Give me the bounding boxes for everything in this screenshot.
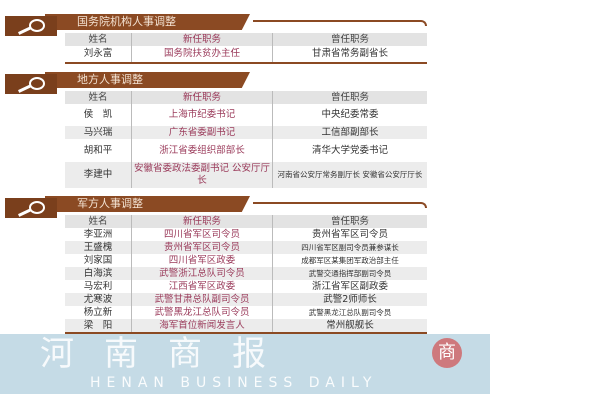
personnel-table: 姓名 新任职务 曾任职务刘永富 国务院扶贫办主任 甘肃省常务副省长 [65,33,427,64]
former-post-cell: 常州舰舰长 [272,319,427,333]
former-post-cell: 四川省军区副司令员兼参谋长 [272,241,427,254]
magnifier-icon [5,16,57,36]
watermark: 河南商报 HENAN BUSINESS DAILY 商 [0,334,490,394]
infographic: 国务院机构人事调整 姓名 新任职务 曾任职务 刘永富 国务院扶贫办主任 甘肃省常务副省长 … [5,14,430,342]
watermark-text: 河南商报 [40,334,296,374]
name-cell: 王盛槐 [65,241,132,254]
former-post-cell: 甘肃省常务副省长 [272,46,427,63]
former-post-cell: 河南省公安厅常务副厅长 安徽省公安厅厅长 [272,162,427,188]
new-post-cell: 广东省委副书记 [131,126,273,139]
name-cell: 刘永富 [83,48,113,59]
former-post-cell: 武警2师师长 [272,293,427,306]
table-row: 马兴瑞 广东省委副书记 工信部副部长 [65,126,427,139]
table-header: 姓名 新任职务 曾任职务 [65,33,427,46]
new-post-cell: 四川省军区司令员 [131,228,273,241]
new-post-cell: 武警黑龙江总队司令员 [131,306,273,319]
former-post-cell: 成都军区某集团军政治部主任 [272,254,427,267]
new-post-cell: 四川省军区政委 [131,254,273,267]
name-cell: 胡和平 [83,144,113,156]
column-header: 曾任职务 [272,215,427,228]
section-0: 国务院机构人事调整 姓名 新任职务 曾任职务刘永富 国务院扶贫办主任 甘肃省常务副省长 [5,14,430,64]
column-header: 姓名 [65,215,132,228]
new-post-cell: 武警浙江总队司令员 [131,267,273,280]
name-cell: 梁 阳 [65,319,132,333]
section-1: 地方人事调整 姓名 新任职务 曾任职务侯 凯上海市纪委书记 中央纪委常委 马兴瑞 广东省委… [5,72,430,188]
new-post-cell: 贵州省军区司令员 [131,241,273,254]
section-2: 军方人事调整 姓名 新任职务 曾任职务 李亚洲 四川省军区司令员 贵州省军区司令员 王盛槐贵… [5,196,430,334]
name-cell: 马宏利 [83,280,113,292]
column-header: 新任职务 [131,91,273,104]
table-row: 刘永富 国务院扶贫办主任 甘肃省常务副省长 [65,46,427,63]
new-post-cell: 武警甘肃总队副司令员 [131,293,273,306]
column-header: 姓名 [65,33,132,46]
section-title: 国务院机构人事调整 [45,14,250,30]
watermark-english: HENAN BUSINESS DAILY [90,375,378,391]
former-post-cell: 中央纪委常委 [272,104,427,126]
table-row: 侯 凯 上海市纪委书记 中央纪委常委 [65,104,427,126]
table-row: 梁 阳海军首位新闻发言人 常州舰舰长 [65,319,427,333]
name-cell: 李建中 [65,162,132,188]
name-cell: 白海滨 [65,267,132,280]
table-row: 王盛槐 贵州省军区司令员 四川省军区副司令员兼参谋长 [65,241,427,254]
section-title: 地方人事调整 [45,72,250,88]
name-cell: 李亚洲 [83,228,113,240]
name-cell: 侯 凯 [83,109,113,120]
watermark-seal: 商 [432,338,462,368]
former-post-cell: 贵州省军区司令员 [272,228,427,241]
new-post-cell: 国务院扶贫办主任 [131,46,273,63]
personnel-table: 姓名 新任职务 曾任职务侯 凯上海市纪委书记 中央纪委常委 马兴瑞 广东省委副书记 工信部副… [65,91,427,188]
table-row: 刘家国 四川省军区政委 成都军区某集团军政治部主任 [65,254,427,267]
table-header: 姓名 新任职务 曾任职务 [65,215,427,228]
column-header: 新任职务 [131,215,273,228]
table-row: 尤寒波 武警甘肃总队副司令员 武警2师师长 [65,293,427,306]
column-header: 姓名 [65,91,132,104]
new-post-cell: 上海市纪委书记 [131,104,273,126]
table-row: 杨立新 武警黑龙江总队司令员 武警黑龙江总队副司令员 [65,306,427,319]
former-post-cell: 武警黑龙江总队副司令员 [272,306,427,319]
section-title: 军方人事调整 [45,196,250,212]
name-cell: 刘家国 [83,254,113,266]
new-post-cell: 海军首位新闻发言人 [131,319,273,333]
new-post-cell: 江西省军区政委 [131,280,273,293]
table-header: 姓名 新任职务 曾任职务 [65,91,427,104]
table-row: 李建中 安徽省委政法委副书记 公安厅厅长 河南省公安厅常务副厅长 安徽省公安厅厅长 [65,162,427,188]
table-row: 白海滨 武警浙江总队司令员 武警交通指挥部副司令员 [65,267,427,280]
magnifier-icon [5,198,57,218]
column-header: 曾任职务 [272,33,427,46]
personnel-table: 姓名 新任职务 曾任职务 李亚洲 四川省军区司令员 贵州省军区司令员 王盛槐 贵州省军区司令员… [65,215,427,334]
former-post-cell: 工信部副部长 [272,126,427,139]
table-row: 胡和平 浙江省委组织部部长 清华大学党委书记 [65,139,427,162]
name-cell: 杨立新 [83,306,113,318]
frame-line [253,20,427,26]
new-post-cell: 安徽省委政法委副书记 公安厅厅长 [131,162,273,188]
table-row: 马宏利 江西省军区政委 浙江省军区副政委 [65,280,427,293]
former-post-cell: 浙江省军区副政委 [272,280,427,293]
table-row: 李亚洲 四川省军区司令员 贵州省军区司令员 [65,228,427,241]
column-header: 曾任职务 [272,91,427,104]
magnifier-icon [5,74,57,94]
new-post-cell: 浙江省委组织部部长 [131,139,273,162]
column-header: 新任职务 [131,33,273,46]
frame-line [253,202,427,208]
former-post-cell: 清华大学党委书记 [272,139,427,162]
name-cell: 马兴瑞 [65,126,132,139]
former-post-cell: 武警交通指挥部副司令员 [272,267,427,280]
name-cell: 尤寒波 [65,293,132,306]
